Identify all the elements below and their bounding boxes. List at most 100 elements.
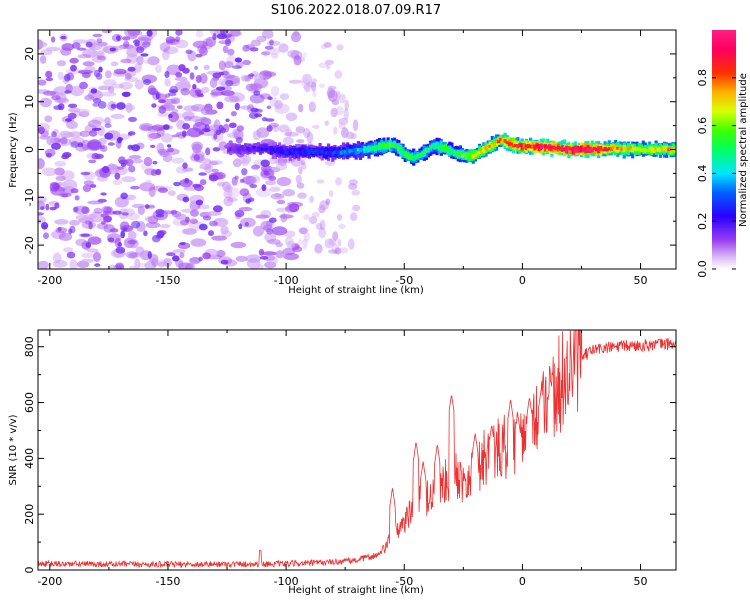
spectrogram-noise-blob [54,202,60,209]
spectrogram-noise-blob [131,220,141,229]
spectrogram-signal-cell [282,151,286,155]
spectrogram-signal-cell [401,149,405,154]
spectrogram-noise-blob [266,228,273,235]
spectrogram-noise-blob [155,92,160,100]
spectrogram-noise-blob [267,40,281,46]
spectrogram-signal-cell [501,138,505,143]
spectrogram-noise-blob [248,112,259,119]
spectrogram-noise-blob [104,117,111,125]
spectrogram-noise-blob [274,100,283,110]
spectrogram-noise-blob [209,77,218,89]
spectrogram-noise-blob [176,105,183,109]
spectrogram-signal-cell [429,145,433,150]
spectrogram-signal-cell [582,148,586,153]
spectrogram-signal-cell [492,142,497,146]
spectrogram-noise-blob [238,207,253,212]
spectrogram-signal-cell [363,147,367,152]
spectrogram-noise-blob [166,147,174,153]
spectrogram-noise-blob [115,246,126,254]
spectrogram-noise-blob [266,125,273,132]
spectrogram-signal-cell [490,144,494,149]
spectrogram-noise-blob [165,36,176,44]
spectrogram-signal-cell [267,146,271,151]
spectrogram-noise-blob [70,64,77,72]
spectrogram-noise-blob [150,144,156,148]
spectrogram-noise-blob [249,174,261,184]
spectrogram-noise-blob [104,123,112,128]
spectrogram-noise-blob [180,79,191,90]
spectrogram-noise-blob [250,39,261,47]
spectrogram-signal-cell [322,151,326,155]
spectrogram-signal-cell [592,147,596,150]
spectrogram-noise-blob [328,249,338,254]
spectrogram-signal-cell [333,150,337,154]
spectrogram-noise-blob [57,71,64,80]
spectrogram-signal-cell [378,144,382,149]
spectrogram-signal-cell [629,146,633,150]
spectrogram-noise-blob [295,126,306,134]
spectrogram-noise-blob [238,223,243,230]
spectrogram-noise-blob [269,39,274,46]
spectrogram-noise-blob [65,118,72,122]
spectrogram-noise-blob [38,41,48,48]
spectrogram-noise-blob [120,230,126,239]
spectrogram-noise-blob [156,142,165,154]
spectrogram-signal-cell [620,147,624,151]
spectrogram-noise-blob [232,65,242,69]
spectrogram-noise-blob [127,144,134,150]
spectrogram-signal-cell [433,144,437,148]
spectrogram-noise-blob [143,59,157,65]
spectrogram-noise-blob [189,262,196,269]
spectrogram-noise-blob [328,238,337,246]
spectrogram-noise-blob [275,250,285,259]
snr-x-tick-label: -200 [37,575,62,588]
spectrogram-noise-blob [94,263,101,267]
spectrogram-noise-blob [265,118,275,122]
spectrogram-signal-cell [276,147,280,151]
spectrogram-noise-blob [49,206,57,211]
spectrogram-noise-blob [220,127,226,134]
spectrogram-noise-blob [51,142,61,150]
spectrogram-signal-cell [669,147,673,151]
spectrogram-signal-cell [650,146,654,151]
spectrogram-noise-blob [239,188,250,197]
spectrogram-signal-cell [597,147,601,152]
spectrogram-noise-blob [197,94,204,98]
spectrogram-noise-blob [70,85,84,97]
spectrogram-signal-cell [565,148,569,153]
spectrogram-noise-blob [148,87,158,96]
spectrogram-noise-blob [56,60,67,67]
spectrogram-signal-cell [484,146,488,151]
spectrogram-noise-blob [285,204,300,211]
spectrogram-signal-cell [373,147,377,151]
snr-y-tick-label: 0 [23,567,36,574]
spectrogram-signal-cell [329,150,333,154]
spectrogram-noise-blob [134,42,140,47]
spectrogram-noise-blob [155,234,164,239]
spectrogram-noise-blob [256,127,270,138]
spectrogram-noise-blob [155,208,165,215]
spectrogram-noise-blob [229,31,242,37]
spectrogram-noise-blob [159,223,171,229]
spectrogram-signal-cell [250,146,254,151]
spectrogram-signal-cell [495,139,499,144]
spectrogram-noise-blob [302,52,307,58]
spectrogram-signal-cell [450,149,454,153]
spectrogram-signal-cell [654,147,658,151]
spectrogram-noise-blob [202,252,211,260]
colorbar-tick-label: 0.0 [696,260,709,278]
spectrogram-noise-blob [92,97,102,104]
spectrogram-signal-cell [599,146,603,151]
snr-x-tick-label: -50 [395,575,413,588]
snr-y-tick-label: 400 [23,448,36,469]
spectrogram-noise-blob [42,167,57,177]
spectrogram-noise-blob [255,214,270,219]
spectrogram-noise-blob [283,132,299,137]
spectrogram-signal-cell [365,146,369,151]
spectrogram-noise-blob [328,190,334,198]
spectrogram-noise-blob [120,162,127,167]
spectrogram-signal-cell [533,144,537,149]
spectrogram-signal-cell [252,145,256,150]
spectrogram-noise-blob [67,112,77,120]
